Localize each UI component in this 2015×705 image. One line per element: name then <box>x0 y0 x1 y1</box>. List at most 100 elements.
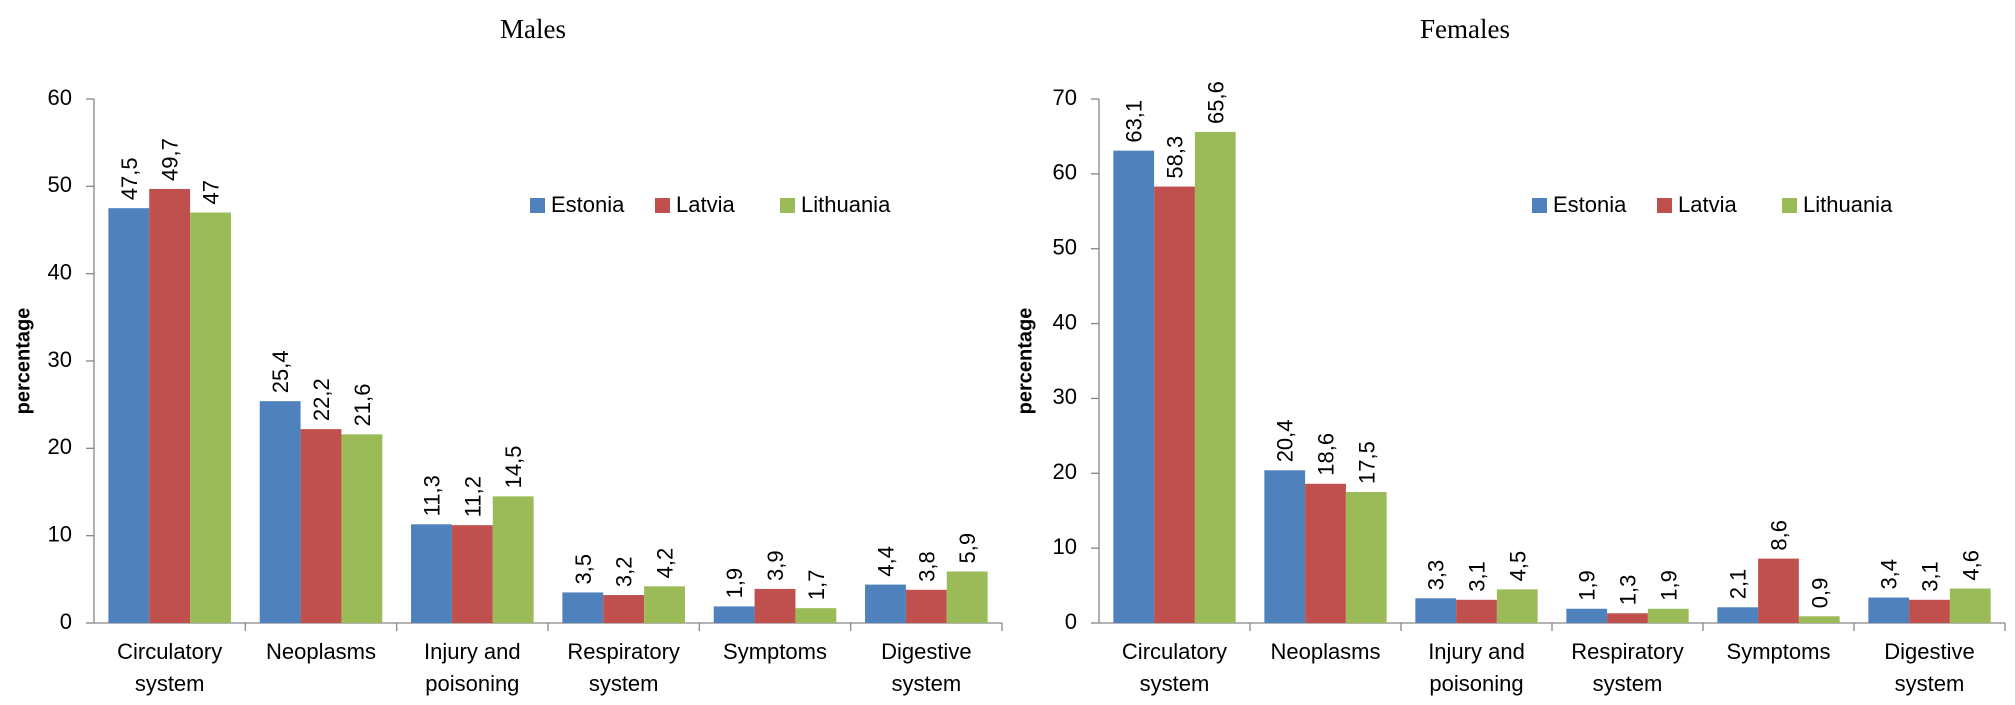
data-label: 2,1 <box>1726 569 1751 600</box>
y-tick-label: 40 <box>1053 309 1077 334</box>
data-label: 3,8 <box>914 551 939 582</box>
chart-title: Females <box>1420 14 1510 44</box>
bar <box>1949 588 1991 623</box>
bar <box>1345 492 1387 623</box>
legend-label: Estonia <box>1553 192 1627 217</box>
data-label: 49,7 <box>158 138 183 181</box>
legend-label: Lithuania <box>801 192 891 217</box>
y-tick-label: 10 <box>1053 534 1077 559</box>
legend-swatch <box>1782 198 1797 213</box>
bar <box>1415 598 1457 623</box>
y-axis-label: percentage <box>1014 308 1036 415</box>
y-tick-label: 0 <box>1065 609 1077 634</box>
y-tick-label: 70 <box>1053 85 1077 110</box>
bar <box>300 429 342 623</box>
data-label: 65,6 <box>1203 81 1228 124</box>
data-label: 3,2 <box>612 556 637 587</box>
bar <box>341 434 383 623</box>
data-label: 5,9 <box>955 533 980 564</box>
x-tick-label: Neoplasms <box>1270 639 1380 664</box>
bar <box>149 188 191 623</box>
x-tick-label: Neoplasms <box>266 639 376 664</box>
x-tick-label: Respiratory system <box>1571 639 1683 696</box>
bar <box>190 212 231 624</box>
data-label: 3,9 <box>763 550 788 581</box>
data-label: 58,3 <box>1163 136 1188 179</box>
bar <box>492 496 534 623</box>
bar <box>754 588 796 623</box>
legend-label: Lithuania <box>1803 192 1893 217</box>
bar <box>1113 150 1155 623</box>
data-label: 11,2 <box>460 476 485 517</box>
bar <box>451 525 493 623</box>
bar <box>562 592 604 623</box>
bar <box>1194 131 1236 624</box>
data-label: 20,4 <box>1273 419 1298 462</box>
data-label: 1,9 <box>1656 570 1681 601</box>
data-label: 22,2 <box>309 378 334 421</box>
y-tick-label: 20 <box>48 434 72 459</box>
bar <box>1798 616 1840 623</box>
x-tick-label: Circulatory system <box>1122 639 1227 696</box>
data-label: 4,4 <box>873 546 898 577</box>
bar <box>865 584 906 623</box>
x-tick-label: Digestive system <box>1884 639 1974 696</box>
data-label: 17,5 <box>1354 441 1379 484</box>
y-tick-label: 30 <box>48 347 72 372</box>
data-label: 47,5 <box>117 157 142 200</box>
data-label: 63,1 <box>1122 100 1147 143</box>
data-label: 3,1 <box>1465 561 1490 592</box>
x-tick-label: Injury and poisoning <box>424 639 521 696</box>
data-label: 1,9 <box>722 568 747 599</box>
y-tick-label: 10 <box>48 521 72 546</box>
data-label: 3,5 <box>571 554 596 585</box>
y-tick-label: 50 <box>1053 235 1077 260</box>
legend-swatch <box>655 198 670 213</box>
bar <box>1566 608 1608 623</box>
data-label: 4,5 <box>1505 551 1530 582</box>
y-tick-label: 40 <box>48 259 72 284</box>
x-tick-label: Symptoms <box>1727 639 1831 664</box>
legend-swatch <box>530 198 545 213</box>
bar <box>644 586 685 623</box>
x-tick-label: Circulatory system <box>117 639 222 696</box>
bar <box>1909 599 1950 623</box>
y-tick-label: 60 <box>1053 160 1077 185</box>
data-label: 1,7 <box>804 570 829 601</box>
x-tick-label: Symptoms <box>723 639 827 664</box>
bar <box>411 524 452 623</box>
data-label: 25,4 <box>268 350 293 393</box>
bar <box>1154 186 1195 623</box>
bar <box>905 589 947 623</box>
data-label: 47 <box>199 180 224 204</box>
bar <box>1607 613 1648 623</box>
data-label: 4,2 <box>653 548 678 579</box>
legend-label: Latvia <box>1678 192 1737 217</box>
y-tick-label: 0 <box>60 609 72 634</box>
bar <box>259 401 301 623</box>
y-tick-label: 30 <box>1053 384 1077 409</box>
x-tick-label: Injury and poisoning <box>1428 639 1525 696</box>
data-label: 3,3 <box>1424 560 1449 591</box>
data-label: 0,9 <box>1807 578 1832 609</box>
bar <box>1305 483 1346 623</box>
bar <box>1456 599 1497 623</box>
bar <box>108 208 150 623</box>
legend-label: Estonia <box>551 192 625 217</box>
legend-swatch <box>1532 198 1547 213</box>
data-label: 3,1 <box>1918 561 1943 592</box>
y-tick-label: 20 <box>1053 459 1077 484</box>
bar <box>1868 597 1910 623</box>
bar <box>1496 589 1538 623</box>
data-label: 8,6 <box>1767 520 1792 551</box>
data-label: 1,3 <box>1616 575 1641 606</box>
bar <box>795 608 837 623</box>
data-label: 21,6 <box>350 384 375 427</box>
bar <box>946 571 988 623</box>
data-label: 11,3 <box>419 475 444 516</box>
data-label: 18,6 <box>1314 433 1339 476</box>
data-label: 3,4 <box>1877 559 1902 590</box>
x-tick-label: Digestive system <box>881 639 971 696</box>
bar <box>1264 470 1306 623</box>
